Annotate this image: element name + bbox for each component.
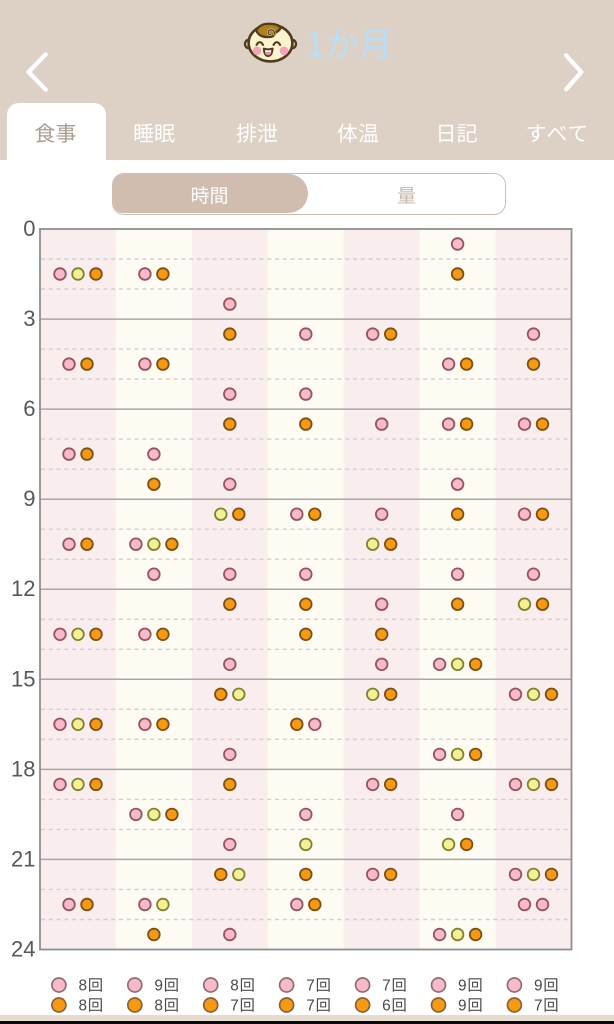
svg-text:15: 15 — [11, 666, 35, 691]
svg-text:7: 7 — [230, 998, 239, 1015]
svg-text:8: 8 — [154, 998, 163, 1015]
svg-text:7: 7 — [382, 978, 391, 995]
svg-text:18: 18 — [11, 756, 35, 781]
svg-text:8: 8 — [230, 978, 239, 995]
svg-text:24: 24 — [11, 937, 35, 962]
svg-text:8: 8 — [78, 978, 87, 995]
svg-text:9: 9 — [458, 998, 467, 1015]
svg-text:0: 0 — [23, 216, 35, 241]
svg-text:21: 21 — [11, 846, 35, 871]
svg-text:9: 9 — [534, 978, 543, 995]
svg-text:7: 7 — [306, 998, 315, 1015]
svg-text:6: 6 — [23, 396, 35, 421]
svg-text:7: 7 — [534, 998, 543, 1015]
svg-text:6: 6 — [382, 998, 391, 1015]
svg-text:7: 7 — [306, 978, 315, 995]
svg-text:8: 8 — [78, 998, 87, 1015]
svg-text:3: 3 — [23, 306, 35, 331]
svg-text:9: 9 — [23, 486, 35, 511]
svg-text:12: 12 — [11, 576, 35, 601]
svg-text:9: 9 — [458, 978, 467, 995]
svg-text:9: 9 — [154, 978, 163, 995]
